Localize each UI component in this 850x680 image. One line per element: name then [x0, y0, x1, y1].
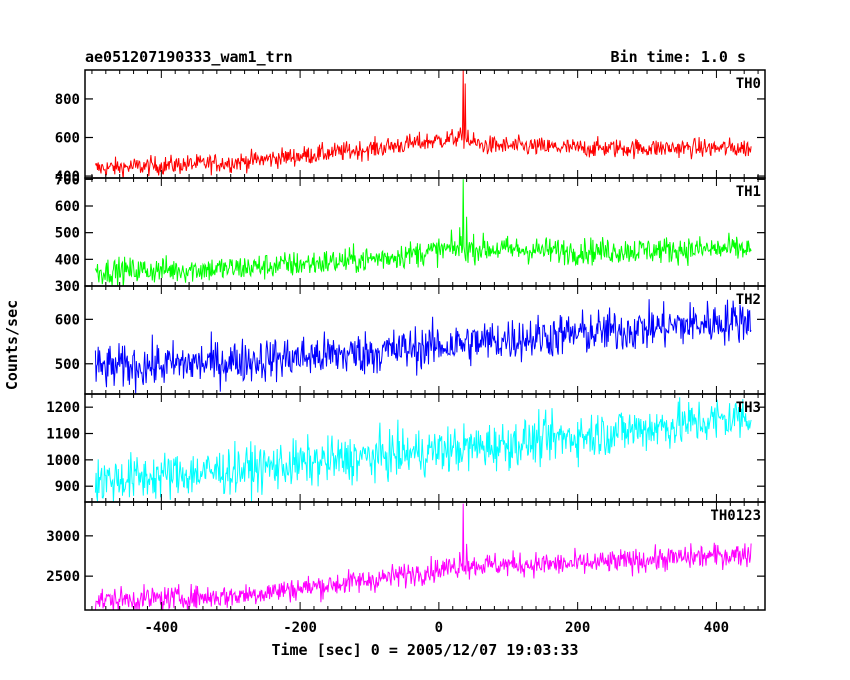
- x-tick-label: 400: [704, 620, 729, 636]
- y-tick-label: 600: [55, 131, 80, 147]
- y-tick-label: 3000: [46, 529, 80, 545]
- x-tick-label: -200: [283, 620, 317, 636]
- panel-label-th1: TH1: [736, 184, 761, 200]
- panel-th1: 300 400 500 600 700 TH1: [55, 172, 766, 295]
- y-tick-label: 1000: [46, 453, 80, 469]
- y-tick-label: 700: [55, 172, 80, 188]
- series-line-th1: [94, 179, 752, 286]
- y-tick-label: 800: [55, 92, 80, 108]
- y-tick-label: 500: [55, 357, 80, 373]
- panel-label-th0123: TH0123: [710, 508, 761, 524]
- panels-group: 400 600 800 TH0 300 400 500 600 700 TH1 500 600 TH2 9…: [46, 69, 766, 636]
- x-tick-label: 0: [435, 620, 443, 636]
- series-line-th3: [94, 397, 752, 502]
- panel-th3: 900 1000 1100 1200 TH3: [46, 393, 766, 503]
- panel-label-th0: TH0: [736, 76, 761, 92]
- bin-time-label: Bin time: 1.0 s: [611, 48, 746, 66]
- panel-frame: [84, 177, 766, 287]
- y-tick-label: 500: [55, 226, 80, 242]
- y-tick-label: 600: [55, 199, 80, 215]
- panel-th0123: 2500 3000 TH0123 -400 -200 0 200 400: [46, 501, 766, 636]
- panel-label-th2: TH2: [736, 292, 761, 308]
- x-tick-label: 200: [565, 620, 590, 636]
- panel-th2: 500 600 TH2: [55, 285, 766, 395]
- x-tick-label: -400: [144, 620, 178, 636]
- y-tick-label: 400: [55, 252, 80, 268]
- y-tick-label: 1100: [46, 427, 80, 443]
- panel-label-th3: TH3: [736, 400, 761, 416]
- y-tick-label: 300: [55, 279, 80, 295]
- y-axis-label: Counts/sec: [3, 300, 21, 390]
- x-axis-label: Time [sec] 0 = 2005/12/07 19:03:33: [271, 641, 578, 659]
- y-tick-label: 400: [55, 169, 80, 185]
- panel-th0: 400 600 800 TH0: [55, 69, 766, 185]
- chart-title: ae051207190333_wam1_trn: [85, 48, 293, 66]
- series-line-th0123: [94, 503, 752, 610]
- panel-frame: [84, 285, 766, 395]
- series-line-th0: [94, 70, 752, 178]
- y-tick-label: 2500: [46, 569, 80, 585]
- y-tick-label: 600: [55, 312, 80, 328]
- y-tick-label: 900: [55, 479, 80, 495]
- series-line-th2: [94, 299, 752, 394]
- y-tick-label: 1200: [46, 400, 80, 416]
- panel-frame: [84, 501, 766, 611]
